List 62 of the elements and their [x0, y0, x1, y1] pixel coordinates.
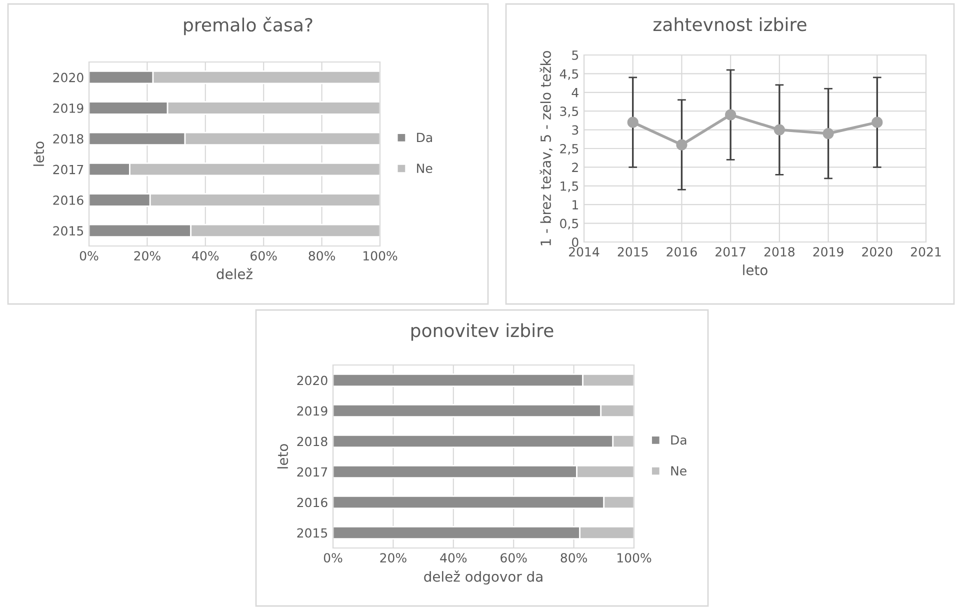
chart-title: ponovitev izbire — [411, 323, 554, 341]
x-tick-label: 20% — [380, 553, 406, 563]
y-tick-label: 1 — [572, 200, 578, 210]
x-tick-label: 80% — [308, 251, 335, 261]
x-tick-label: 60% — [500, 553, 527, 563]
y-tick-label: 2016 — [53, 195, 84, 205]
x-tick-label: 40% — [192, 251, 219, 261]
x-tick-label: 2021 — [911, 247, 941, 257]
x-tick-label: 100% — [618, 553, 652, 563]
x-tick-label: 40% — [440, 553, 467, 563]
y-tick-label: 2018 — [297, 436, 328, 446]
x-tick-label: 80% — [560, 553, 587, 563]
x-tick-label: 2015 — [618, 247, 648, 257]
point — [676, 139, 688, 150]
y-tick-label: 2016 — [297, 498, 328, 508]
y-tick-label: 2019 — [297, 406, 328, 416]
legend-label: Ne — [417, 164, 432, 174]
y-tick-label: 2,5 — [560, 144, 578, 155]
y-tick-label: 2015 — [53, 226, 84, 236]
chart-title: premalo časa? — [184, 16, 312, 36]
y-tick-label: 2017 — [53, 164, 84, 174]
x-tick-label: 2014 — [569, 247, 600, 257]
x-tick-label: 20% — [134, 251, 160, 261]
y-axis-title: 1 - brez težav, 5 - zelo težko — [540, 50, 552, 246]
y-tick-label: 2020 — [53, 72, 84, 82]
y-tick-label: 3,5 — [560, 106, 578, 118]
legend-label: Ne — [671, 466, 686, 476]
y-tick-label: 3 — [572, 125, 578, 135]
y-axis-title: leto — [277, 444, 288, 468]
y-tick-label: 2017 — [297, 467, 328, 477]
x-tick-label: 2018 — [764, 247, 794, 257]
x-tick-label: 2016 — [666, 247, 697, 257]
y-tick-label: 2018 — [53, 134, 84, 144]
y-tick-label: 0,5 — [560, 218, 578, 230]
x-axis-title: leto — [743, 264, 768, 276]
x-tick-label: 0% — [324, 553, 342, 563]
y-tick-label: 2020 — [297, 376, 328, 386]
x-axis-title: delež odgovor da — [424, 570, 542, 585]
x-axis-title: delež — [216, 268, 252, 280]
y-axis-title: leto — [33, 142, 44, 166]
y-tick-label: 2019 — [53, 103, 84, 113]
x-tick-label: 0% — [80, 251, 98, 261]
x-tick-label: 2017 — [716, 247, 746, 257]
point — [774, 124, 785, 136]
y-tick-label: 4,5 — [560, 69, 578, 80]
y-tick-label: 1,5 — [560, 182, 578, 192]
x-tick-label: 2019 — [813, 247, 844, 257]
point — [627, 116, 638, 128]
x-tick-label: 60% — [250, 251, 277, 261]
chart-title: zahtevnost izbire — [653, 17, 806, 32]
legend-label: Da — [671, 435, 686, 445]
y-tick-label: 2015 — [297, 528, 328, 538]
point — [822, 128, 834, 140]
y-tick-label: 4 — [572, 88, 578, 98]
point — [725, 109, 736, 120]
y-tick-label: 2 — [572, 162, 578, 172]
legend-label: Da — [417, 132, 432, 142]
y-tick-label: 0 — [572, 237, 578, 247]
x-tick-label: 2020 — [862, 247, 892, 257]
x-tick-label: 100% — [364, 251, 398, 261]
y-tick-label: 5 — [572, 50, 578, 60]
point — [872, 116, 883, 128]
